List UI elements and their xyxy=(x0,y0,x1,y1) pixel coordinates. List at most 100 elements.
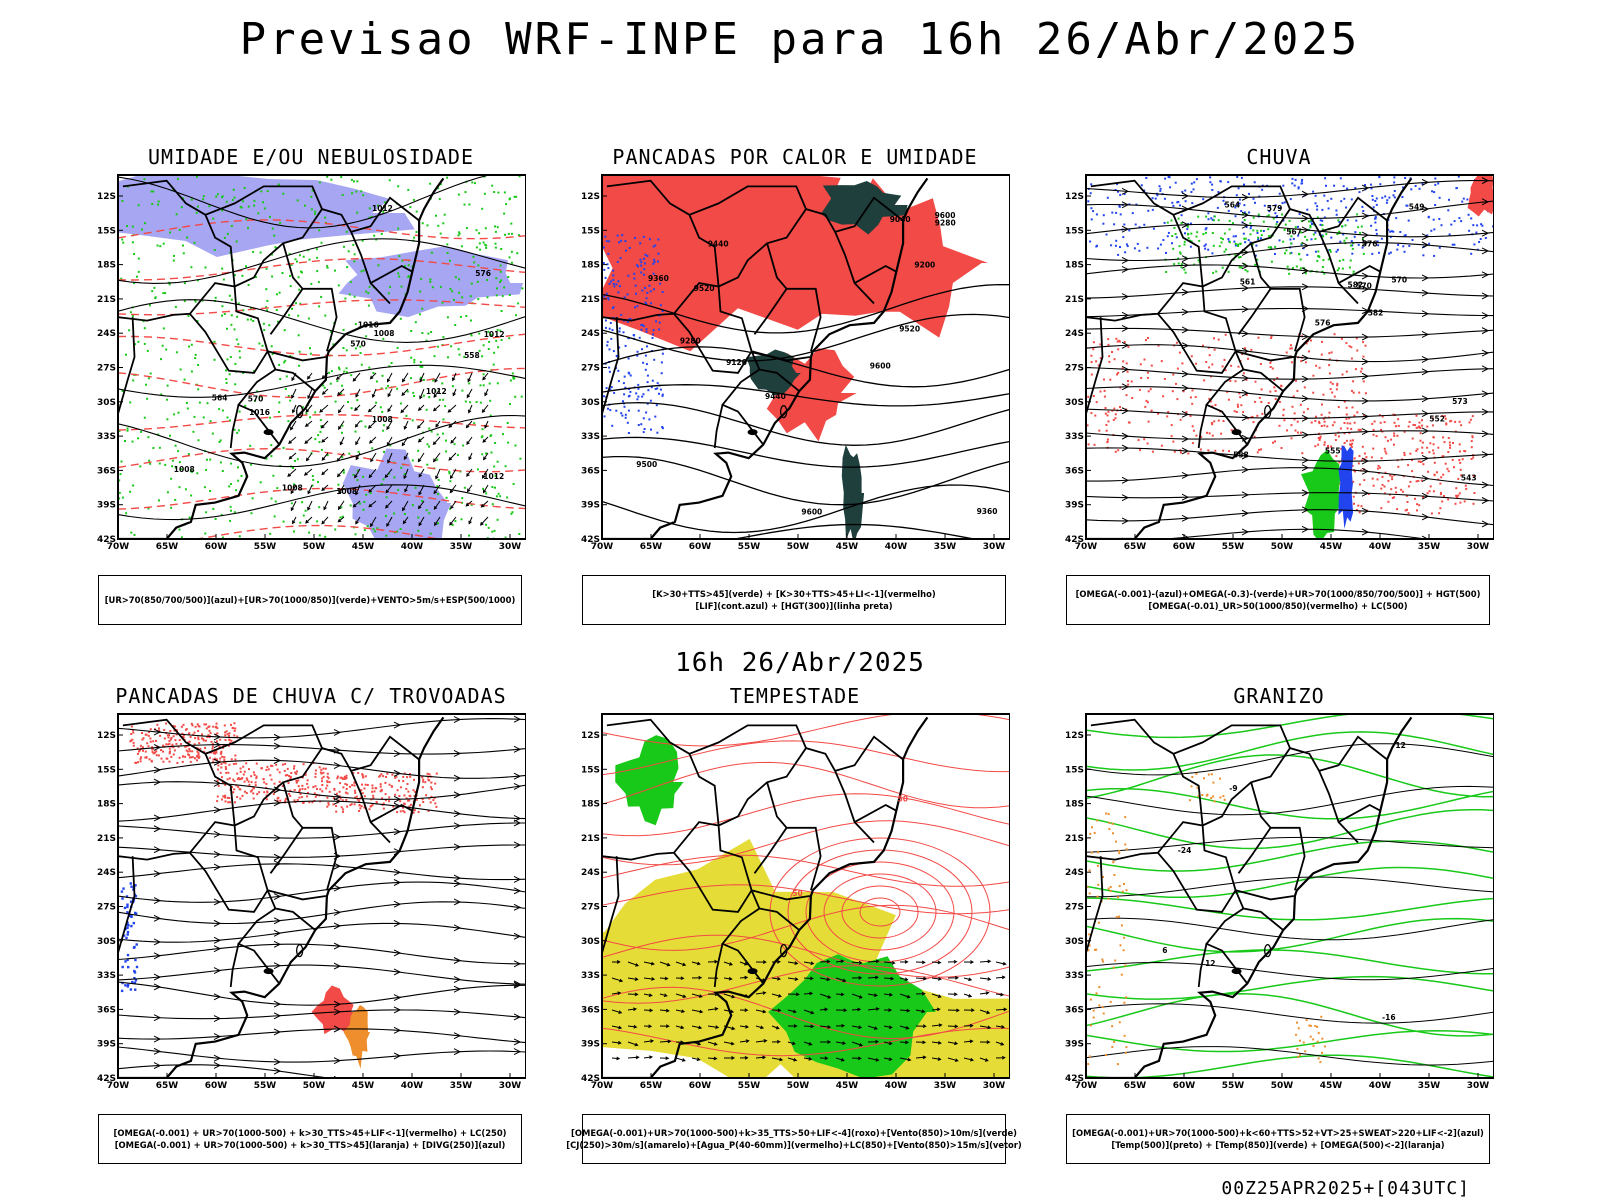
humidity-contour xyxy=(520,395,523,398)
humidity-contour xyxy=(515,195,518,198)
humidity-contour xyxy=(164,292,167,295)
storm-area xyxy=(379,785,382,788)
omega-area xyxy=(1234,235,1237,238)
humidity-contour xyxy=(503,191,506,194)
lat-label: 24S xyxy=(1065,868,1084,878)
humidity-contour xyxy=(266,299,269,302)
omega-500-area xyxy=(1299,1053,1301,1056)
lifted-index-contour xyxy=(608,370,611,373)
rain-area xyxy=(1432,443,1435,446)
omega-area xyxy=(1179,252,1182,255)
humidity-contour xyxy=(206,458,208,461)
lagoa-mirim xyxy=(1231,429,1242,436)
humidity-contour xyxy=(298,350,301,353)
streamline-arrow xyxy=(153,870,162,878)
humidity-contour xyxy=(213,358,216,361)
streamline-arrow xyxy=(273,834,282,842)
instability-area xyxy=(602,175,878,352)
panel-title: PANCADAS POR CALOR E UMIDADE xyxy=(612,145,978,169)
lifted-index-contour xyxy=(655,320,657,323)
streamline-arrow xyxy=(333,922,342,930)
storm-area xyxy=(202,739,205,742)
humidity-contour xyxy=(364,425,367,428)
wind-vector xyxy=(401,388,409,397)
omega-area xyxy=(1374,200,1377,202)
streamline-arrow xyxy=(273,757,282,764)
streamline-arrow xyxy=(1241,221,1250,229)
storm-area xyxy=(209,732,212,735)
humidity-contour xyxy=(460,518,463,521)
omega-area xyxy=(1352,270,1355,273)
rain-area xyxy=(1443,441,1446,444)
lifted-index-contour xyxy=(640,423,643,426)
wind-vector xyxy=(482,436,489,443)
temperature-850 xyxy=(1086,917,1494,953)
streamline-arrow xyxy=(1241,262,1250,270)
omega-area xyxy=(1165,251,1167,254)
storm-area xyxy=(326,781,329,784)
storm-area xyxy=(239,770,242,773)
storm-area xyxy=(340,806,343,809)
humidity-contour xyxy=(178,228,181,231)
rain-area xyxy=(1227,398,1230,401)
humidity-contour xyxy=(131,225,134,228)
streamline-arrow xyxy=(1421,274,1430,282)
omega-area xyxy=(1237,243,1239,246)
omega-area xyxy=(1355,219,1358,222)
political-border xyxy=(1197,404,1208,449)
humidity-contour xyxy=(185,402,188,404)
rain-area xyxy=(1095,360,1098,363)
storm-area xyxy=(162,760,165,763)
storm-area xyxy=(212,758,215,761)
storm-area xyxy=(181,755,184,758)
wind-vector xyxy=(899,1025,910,1030)
omega-area xyxy=(1375,229,1378,232)
rain-area xyxy=(1417,479,1420,482)
humidity-contour xyxy=(369,492,372,495)
humidity-contour xyxy=(180,468,183,471)
storm-area xyxy=(419,804,421,807)
rain-area xyxy=(1176,398,1179,401)
wind-vector xyxy=(883,992,894,997)
humidity-contour xyxy=(323,386,326,389)
lifted-index-contour xyxy=(602,262,605,264)
legend-line: [OMEGA(-0.001)-(azul)+OMEGA(-0.3)-(verde… xyxy=(1075,589,1481,599)
streamline-arrow xyxy=(393,949,402,957)
rain-area xyxy=(1252,421,1255,424)
humidity-contour xyxy=(231,199,234,201)
omega-area xyxy=(1377,244,1380,247)
humidity-contour xyxy=(512,376,515,379)
lifted-index-contour xyxy=(641,323,644,326)
omega-area xyxy=(1187,233,1189,236)
storm-area xyxy=(277,796,280,799)
storm-area xyxy=(226,733,229,736)
humidity-contour xyxy=(414,486,417,489)
storm-area xyxy=(266,790,269,793)
omega-area xyxy=(1361,246,1364,249)
storm-area xyxy=(311,801,314,804)
humidity-contour xyxy=(368,285,371,288)
omega-area xyxy=(1301,242,1303,245)
omega-area xyxy=(1290,235,1293,238)
rain-area xyxy=(1343,442,1346,444)
storm-area xyxy=(140,756,143,759)
wind-vector xyxy=(352,372,361,382)
lifted-index-contour xyxy=(642,417,645,420)
rain-area xyxy=(1202,344,1204,347)
omega-area xyxy=(1453,243,1456,246)
omega-area xyxy=(1289,198,1292,201)
humidity-contour xyxy=(242,372,245,374)
rain-area xyxy=(1352,380,1355,383)
rain-area xyxy=(1363,479,1366,482)
political-border xyxy=(1243,368,1284,392)
rain-area xyxy=(1450,419,1453,422)
omega-area xyxy=(1350,240,1353,243)
streamline-arrow xyxy=(513,1038,522,1046)
humidity-contour xyxy=(162,292,165,295)
humidity-contour xyxy=(252,320,255,322)
political-border xyxy=(275,907,316,931)
lifted-index-contour xyxy=(636,354,639,357)
lon-label: 65W xyxy=(640,1081,663,1088)
rain-area xyxy=(1092,348,1095,351)
humidity-contour xyxy=(237,466,239,469)
